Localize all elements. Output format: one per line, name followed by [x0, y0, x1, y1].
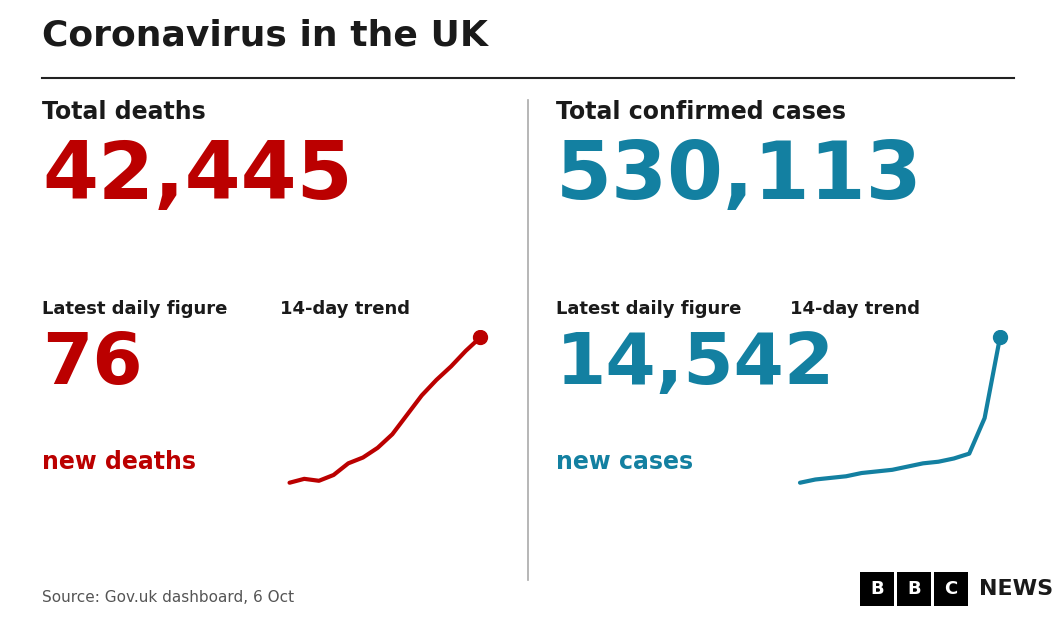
Text: NEWS: NEWS: [979, 579, 1053, 599]
Text: new deaths: new deaths: [42, 450, 196, 474]
Text: new cases: new cases: [557, 450, 693, 474]
Text: Latest daily figure: Latest daily figure: [42, 300, 227, 318]
Text: 14,542: 14,542: [557, 330, 835, 399]
Text: 76: 76: [42, 330, 143, 399]
Text: Total deaths: Total deaths: [42, 100, 206, 124]
Bar: [860, 572, 894, 606]
Bar: [934, 572, 968, 606]
Text: Latest daily figure: Latest daily figure: [557, 300, 741, 318]
Text: Coronavirus in the UK: Coronavirus in the UK: [42, 18, 488, 52]
Text: 14-day trend: 14-day trend: [280, 300, 410, 318]
Text: B: B: [870, 580, 884, 598]
Text: 42,445: 42,445: [42, 138, 353, 216]
Text: Source: Gov.uk dashboard, 6 Oct: Source: Gov.uk dashboard, 6 Oct: [42, 590, 295, 605]
Bar: [897, 572, 931, 606]
Text: 530,113: 530,113: [557, 138, 923, 216]
Text: Total confirmed cases: Total confirmed cases: [557, 100, 846, 124]
Text: 14-day trend: 14-day trend: [790, 300, 920, 318]
Text: B: B: [907, 580, 921, 598]
Text: C: C: [944, 580, 958, 598]
